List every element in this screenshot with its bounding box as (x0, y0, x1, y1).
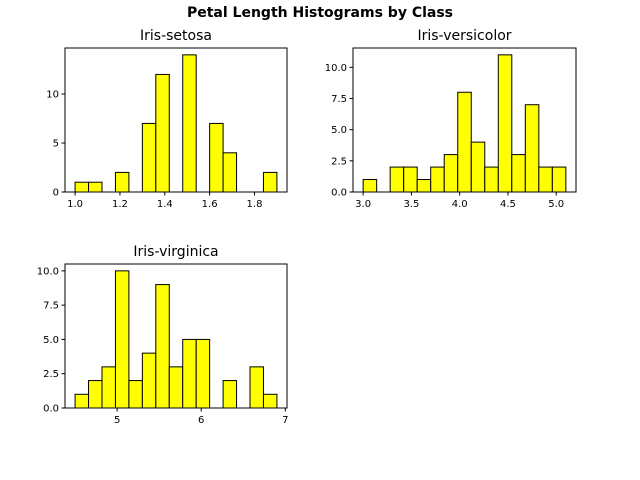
bar (114, 270, 130, 409)
bar (538, 166, 553, 193)
bar (443, 154, 459, 193)
bar (262, 171, 278, 193)
bar (262, 393, 278, 409)
y-tick-label: 10.0 (325, 63, 347, 74)
x-tick-label: 6 (198, 415, 204, 426)
x-tick-label: 3.0 (355, 199, 371, 210)
bar (114, 171, 130, 193)
axes-frame (64, 47, 288, 193)
x-tick-label: 1.8 (247, 199, 263, 210)
bar (222, 152, 238, 193)
y-tick-label: 0.0 (331, 188, 347, 199)
bar (430, 166, 445, 193)
x-tick-label: 4.5 (500, 199, 516, 210)
x-tick-label: 5 (114, 415, 120, 426)
x-tick-label: 1.0 (67, 199, 83, 210)
bar (551, 166, 567, 193)
bar (182, 338, 197, 409)
bar (524, 104, 540, 193)
x-tick-label: 1.6 (202, 199, 218, 210)
bar (182, 54, 197, 193)
axes-title: Iris-virginica (133, 244, 218, 260)
axes-title: Iris-setosa (140, 28, 212, 44)
y-tick-label: 0 (53, 188, 59, 199)
bar (470, 141, 486, 193)
bar (74, 181, 90, 193)
bar (74, 393, 90, 409)
x-tick-label: 1.4 (157, 199, 173, 210)
x-tick-label: 4.0 (452, 199, 468, 210)
y-tick-label: 5 (53, 139, 59, 150)
figure-title: Petal Length Histograms by Class (187, 5, 453, 21)
x-tick-label: 3.5 (403, 199, 419, 210)
bar (362, 179, 378, 193)
x-tick-label: 1.2 (112, 199, 128, 210)
bar (389, 166, 405, 193)
y-tick-label: 10.0 (37, 266, 59, 277)
bar (141, 122, 157, 193)
bar (88, 380, 103, 409)
y-tick-label: 2.5 (331, 156, 347, 167)
y-tick-label: 10 (46, 90, 59, 101)
y-tick-label: 5.0 (331, 125, 347, 136)
y-tick-label: 2.5 (43, 369, 59, 380)
bar (249, 366, 264, 409)
bar (403, 166, 418, 193)
bar (128, 380, 143, 409)
bar (88, 181, 103, 193)
y-tick-label: 7.5 (43, 301, 59, 312)
bar (457, 91, 472, 193)
bar (195, 338, 211, 409)
x-tick-label: 5.0 (548, 199, 564, 210)
bar (141, 352, 157, 409)
y-tick-label: 7.5 (331, 94, 347, 105)
bar (484, 166, 499, 193)
bar (209, 122, 224, 193)
x-tick-label: 7 (282, 415, 288, 426)
bar (101, 366, 116, 409)
axes-frame (352, 47, 577, 193)
bar (155, 284, 170, 409)
y-tick-label: 0.0 (43, 404, 59, 415)
bar (511, 154, 526, 193)
bar (497, 54, 513, 193)
bar (155, 73, 170, 193)
axes-title: Iris-versicolor (417, 28, 511, 44)
bar (168, 366, 184, 409)
bar (416, 179, 432, 193)
axes-frame (64, 263, 288, 409)
y-tick-label: 5.0 (43, 335, 59, 346)
bar (222, 380, 238, 409)
